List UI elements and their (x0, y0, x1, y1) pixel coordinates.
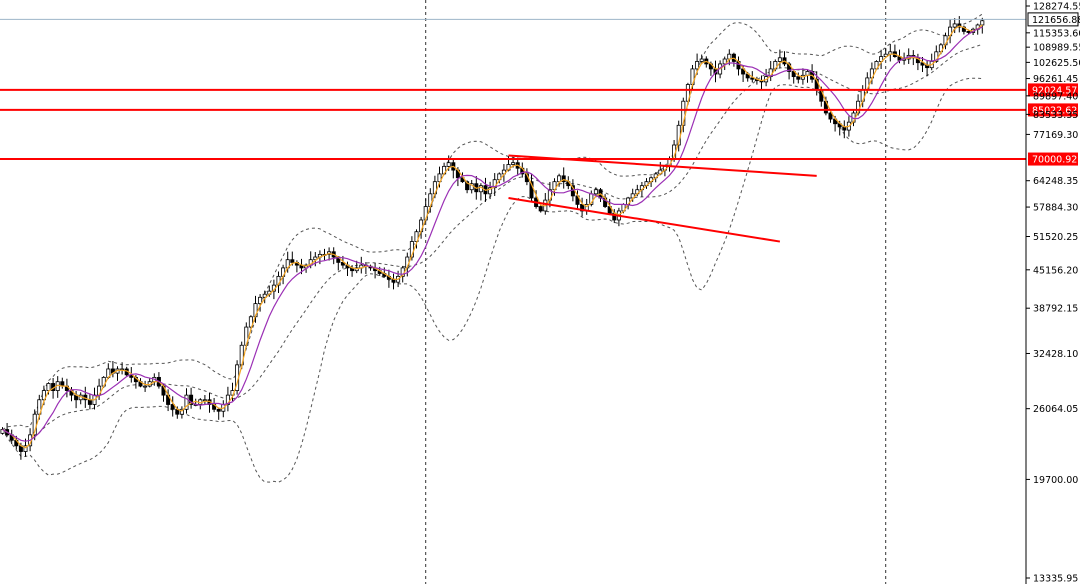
level-price-tag (1028, 103, 1078, 117)
price-tick-label: 26064.05 (1033, 404, 1078, 415)
candle-bearish (538, 206, 543, 212)
candle-bullish (41, 390, 46, 401)
candle-bullish (446, 162, 451, 167)
price-tick-label: 38792.15 (1033, 304, 1078, 315)
candle-bearish (290, 259, 295, 263)
candle-bearish (561, 175, 566, 183)
period-separators (425, 0, 887, 584)
candle-bearish (750, 77, 755, 80)
price-tick-label: 89897.40 (1033, 91, 1078, 102)
candle-bullish (488, 187, 493, 195)
candle-bearish (796, 76, 801, 80)
level-price-label: 70000.92 (1032, 155, 1077, 166)
candle-bullish (699, 58, 704, 62)
candle-bearish (170, 404, 175, 410)
current-price-tag (1027, 12, 1079, 27)
candle-bullish (557, 175, 562, 183)
candle-bullish (184, 394, 189, 410)
price-tick-label: 102625.50 (1033, 58, 1080, 69)
candle-bullish (695, 61, 700, 70)
candle-bullish (248, 316, 253, 328)
horizontal-levels: 121656.88 92024.57 85022.62 70000.92 (0, 12, 1080, 166)
price-tick-label: 13335.95 (1033, 574, 1078, 584)
price-tick-label: 128274.55 (1033, 2, 1080, 13)
candle-bearish (966, 31, 971, 33)
candle-bullish (262, 293, 267, 298)
candle-bullish (258, 296, 263, 305)
price-tick-label: 45156.20 (1033, 265, 1078, 276)
price-tick-label: 64248.35 (1033, 176, 1078, 187)
current-price-label: 121656.88 (1032, 15, 1080, 26)
candle-bullish (980, 20, 985, 26)
candle-bearish (465, 181, 470, 191)
candle-bullish (313, 256, 318, 261)
candle-bullish (777, 57, 782, 62)
bollinger-bands (2, 13, 983, 483)
ma-slow-line (2, 26, 983, 442)
price-tick-label: 108989.55 (1033, 43, 1080, 54)
price-tick-label: 19700.00 (1033, 475, 1078, 486)
candle-bullish (225, 394, 230, 405)
candle-bullish (46, 383, 51, 391)
channel-line (508, 197, 781, 243)
candle-bullish (883, 53, 888, 57)
moving-averages (2, 24, 983, 449)
candle-bullish (143, 385, 148, 388)
bollinger-lower (2, 77, 983, 483)
candle-bullish (23, 445, 28, 452)
price-tick-label: 32428.10 (1033, 349, 1078, 360)
price-tick-label: 57884.30 (1033, 203, 1078, 214)
price-axis: 128274.55 115353.60 108989.55 102625.50 9626… (1025, 0, 1080, 584)
candle-bullish (593, 189, 598, 195)
bollinger-upper (2, 13, 983, 430)
candle-bearish (828, 112, 833, 120)
candle-bullish (722, 58, 727, 65)
candle-bearish (87, 399, 92, 405)
price-tick-label: 51520.25 (1033, 232, 1078, 243)
ma-fast-line (2, 24, 983, 449)
level-price-tag (1028, 152, 1078, 166)
candle-bullish (202, 399, 207, 402)
level-price-tag (1028, 83, 1078, 97)
price-tick-label: 96261.45 (1033, 74, 1078, 85)
candle-bullish (511, 162, 516, 165)
candle-bearish (189, 394, 194, 405)
level-price-label: 85022.62 (1032, 105, 1077, 116)
price-tick-label: 83533.35 (1033, 110, 1078, 121)
price-tick-label: 115353.60 (1033, 28, 1080, 39)
price-tick-label: 77169.30 (1033, 130, 1078, 141)
candle-bearish (216, 408, 221, 412)
candle-bearish (340, 262, 345, 266)
candle-bullish (952, 23, 957, 28)
candle-bullish (409, 241, 414, 258)
candle-bearish (529, 181, 534, 199)
level-price-label: 92024.57 (1032, 85, 1077, 96)
candle-bullish (179, 408, 184, 415)
candle-bearish (920, 62, 925, 66)
